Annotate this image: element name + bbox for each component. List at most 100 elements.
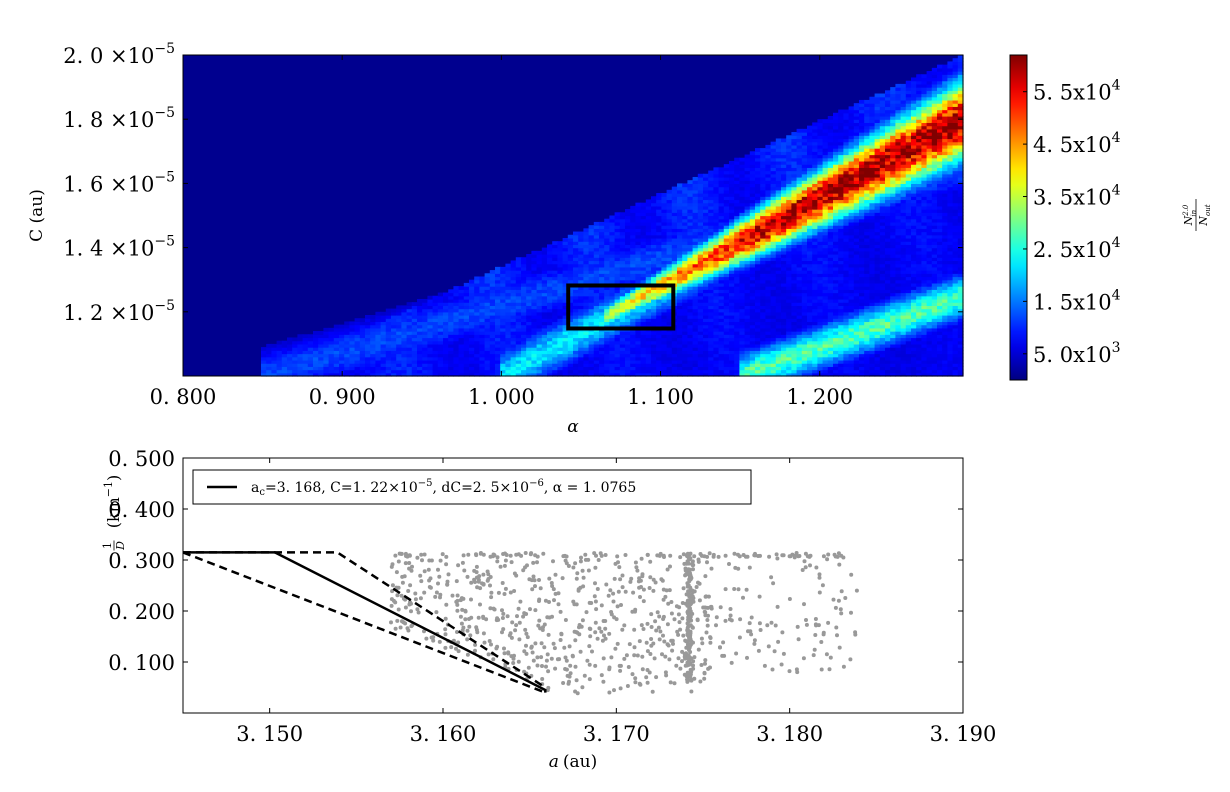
heatmap-cell: [770, 292, 777, 297]
heatmap-cell: [755, 193, 761, 197]
heatmap-cell: [661, 218, 668, 223]
heatmap-cell: [833, 225, 839, 229]
heatmap-cell: [708, 292, 714, 297]
heatmap-cell: [562, 372, 569, 377]
heatmap-cell: [458, 298, 465, 303]
heatmap-cell: [729, 270, 735, 274]
heatmap-cell: [469, 311, 475, 316]
heatmap-cell: [682, 215, 688, 220]
heatmap-cell: [640, 241, 647, 245]
heatmap-cell: [739, 218, 746, 223]
heatmap-cell: [729, 295, 735, 300]
heatmap-cell: [599, 289, 605, 294]
heatmap-cell: [853, 295, 860, 300]
heatmap-cell: [557, 337, 564, 342]
heatmap-cell: [781, 151, 787, 156]
heatmap-cell: [359, 369, 366, 374]
heatmap-cell: [760, 302, 766, 306]
heatmap-cell: [692, 327, 699, 332]
heatmap-cell: [536, 315, 543, 319]
heatmap-cell: [796, 292, 803, 297]
heatmap-cell: [521, 350, 527, 355]
heatmap-cell: [333, 356, 340, 361]
heatmap-cell: [755, 176, 761, 181]
heatmap-cell: [827, 215, 834, 220]
heatmap-cell: [812, 369, 818, 374]
heatmap-cell: [791, 199, 798, 204]
heatmap-cell: [619, 359, 626, 364]
heatmap-cell: [588, 347, 595, 351]
heatmap-cell: [625, 363, 631, 367]
heatmap-cell: [437, 324, 444, 329]
heatmap-cell: [609, 221, 616, 226]
heatmap-cell: [604, 331, 610, 335]
heatmap-cell: [557, 292, 564, 297]
heatmap-cell: [838, 180, 844, 184]
heatmap-cell: [833, 254, 839, 258]
heatmap-cell: [697, 311, 704, 316]
heatmap-cell: [703, 359, 709, 364]
heatmap-cell: [510, 337, 517, 342]
heatmap-cell: [770, 144, 777, 149]
heatmap-cell: [812, 353, 818, 358]
heatmap-cell: [723, 363, 730, 367]
heatmap-cell: [661, 347, 668, 351]
heatmap-cell: [703, 250, 709, 255]
heatmap-cell: [427, 334, 434, 339]
heatmap-cell: [448, 305, 454, 310]
heatmap-cell: [323, 334, 330, 339]
heatmap-cell: [463, 282, 470, 287]
heatmap-cell: [396, 331, 402, 335]
heatmap-cell: [567, 363, 574, 367]
heatmap-cell: [448, 295, 454, 300]
heatmap-cell: [744, 225, 751, 229]
heatmap-cell: [760, 234, 766, 239]
heatmap-cell: [760, 228, 766, 233]
heatmap-cell: [801, 180, 808, 184]
heatmap-cell: [734, 180, 740, 184]
heatmap-cell: [547, 331, 553, 335]
heatmap-cell: [749, 263, 756, 268]
heatmap-cell: [297, 350, 304, 355]
heatmap-cell: [755, 215, 761, 220]
heatmap-cell: [718, 254, 725, 258]
heatmap-cell: [838, 359, 844, 364]
heatmap-cell: [552, 318, 558, 323]
heatmap-cell: [333, 343, 340, 348]
heatmap-cell: [521, 289, 527, 294]
heatmap-cell: [645, 215, 652, 220]
heatmap-cell: [843, 327, 850, 332]
heatmap-cell: [833, 186, 839, 191]
heatmap-cell: [458, 315, 465, 319]
heatmap-cell: [666, 359, 673, 364]
heatmap-cell: [661, 311, 668, 316]
heatmap-cell: [474, 366, 480, 371]
heatmap-cell: [697, 228, 704, 233]
heatmap-cell: [843, 138, 850, 143]
heatmap-cell: [604, 289, 610, 294]
heatmap-cell: [833, 115, 839, 120]
heatmap-cell: [541, 331, 548, 335]
heatmap-cell: [781, 334, 787, 339]
heatmap-cell: [739, 225, 746, 229]
heatmap-cell: [583, 315, 590, 319]
heatmap-cell: [541, 266, 548, 271]
heatmap-cell: [833, 289, 839, 294]
heatmap-cell: [770, 183, 777, 188]
heatmap-cell: [848, 343, 855, 348]
heatmap-cell: [786, 318, 792, 323]
heatmap-cell: [807, 154, 813, 159]
heatmap-cell: [817, 234, 824, 239]
heatmap-cell: [760, 260, 766, 265]
heatmap-cell: [515, 321, 522, 326]
heatmap-cell: [401, 366, 408, 371]
heatmap-cell: [697, 215, 704, 220]
heatmap-cell: [765, 186, 772, 191]
heatmap-cell: [677, 311, 683, 316]
heatmap-cell: [313, 369, 319, 374]
heatmap-cell: [391, 353, 397, 358]
heatmap-cell: [385, 331, 392, 335]
heatmap-cell: [396, 324, 402, 329]
heatmap-cell: [848, 289, 855, 294]
heatmap-cell: [396, 321, 402, 326]
